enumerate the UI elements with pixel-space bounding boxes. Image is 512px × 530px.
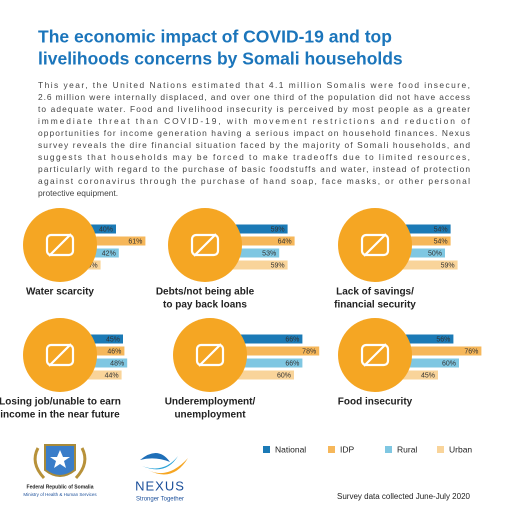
panel-title: Underemployment/ <box>165 397 256 408</box>
value-label: 40% <box>99 226 113 233</box>
intro-line: protective equipment. <box>38 188 118 198</box>
icon-shape <box>45 343 75 367</box>
bar <box>375 370 438 380</box>
value-label: 61% <box>128 238 142 245</box>
bar <box>375 260 458 270</box>
legend-label: Urban <box>449 444 472 454</box>
legend-label: Rural <box>397 444 417 454</box>
intro-line: survey reveals the dire financial situat… <box>38 140 470 150</box>
value-label: 59% <box>271 262 285 269</box>
panel-title: Food insecurity <box>338 397 413 408</box>
survey-note: Survey data collected June-July 2020 <box>337 492 471 501</box>
icon-shape <box>48 233 72 257</box>
value-label: 29% <box>84 262 98 269</box>
value-label: 60% <box>442 360 456 367</box>
icon-shape <box>363 343 387 367</box>
intro-line: 2.6 million were internally displaced, a… <box>38 92 470 102</box>
nexus-logo <box>140 452 188 475</box>
panel-title: income in the near future <box>0 410 120 421</box>
legend-label: IDP <box>340 444 355 454</box>
intro-line: This year, the United Nations estimated … <box>38 80 470 90</box>
value-label: 44% <box>105 372 119 379</box>
panel-title: financial security <box>334 300 416 311</box>
value-label: 53% <box>262 250 276 257</box>
icon-shape <box>360 343 390 367</box>
bar <box>375 236 451 246</box>
value-label: 48% <box>110 360 124 367</box>
value-label: 45% <box>421 372 435 379</box>
legend-swatch <box>328 446 335 453</box>
panel-title: Losing job/unable to earn <box>0 397 121 408</box>
icon-shape <box>190 233 220 257</box>
intro-line: opportunities for income generation havi… <box>38 128 470 138</box>
icon-shape <box>45 233 75 257</box>
intro-line: to adequate water. Food and livelihood i… <box>38 104 470 114</box>
intro-line: immediate threat than COVID-19, with mov… <box>38 116 471 126</box>
value-label: 60% <box>277 372 291 379</box>
bar <box>375 358 459 368</box>
ministry-text: Ministry of Health & Human Services <box>23 492 97 497</box>
icon-shape <box>363 233 387 257</box>
legend-swatch <box>385 446 392 453</box>
icon-shape <box>195 343 225 367</box>
value-label: 42% <box>102 250 116 257</box>
value-label: 59% <box>271 226 285 233</box>
legend-swatch <box>263 446 270 453</box>
panel-title: Lack of savings/ <box>336 287 414 298</box>
value-label: 46% <box>107 348 121 355</box>
icon <box>360 233 390 257</box>
bar <box>210 358 303 368</box>
panel-title: Water scarcity <box>26 287 94 298</box>
tagline: Stronger Together <box>136 497 184 503</box>
value-label: 50% <box>428 250 442 257</box>
icon-shape <box>360 233 390 257</box>
intro-line: against coronavirus through the purchase… <box>38 176 470 186</box>
icon <box>360 343 390 367</box>
bar <box>375 334 454 344</box>
value-label: 64% <box>278 238 292 245</box>
bar <box>205 248 280 258</box>
icon <box>45 233 75 257</box>
intro-line: particularly with regard to the purchase… <box>38 164 470 174</box>
value-label: 76% <box>464 348 478 355</box>
value-label: 78% <box>302 348 316 355</box>
bar <box>210 370 294 380</box>
bar <box>375 224 451 234</box>
icon <box>195 343 225 367</box>
value-label: 66% <box>285 336 299 343</box>
legend-swatch <box>437 446 444 453</box>
icon <box>45 343 75 367</box>
legend-label: National <box>275 444 306 454</box>
bar <box>60 236 146 246</box>
bar <box>205 224 288 234</box>
value-label: 54% <box>434 238 448 245</box>
panel-title: to pay back loans <box>163 300 247 311</box>
panel-title: Debts/not being able <box>156 287 255 298</box>
ministry-text: Federal Republic of Somalia <box>27 484 94 490</box>
title-line: The economic impact of COVID-19 and top <box>38 27 392 47</box>
value-label: 45% <box>106 336 120 343</box>
brand: NEXUS <box>135 478 185 493</box>
value-label: 66% <box>285 360 299 367</box>
bar <box>205 260 288 270</box>
icon-shape <box>48 343 72 367</box>
icon <box>190 233 220 257</box>
bar <box>210 334 303 344</box>
panel-title: unemployment <box>174 410 246 421</box>
title-line: livelihoods concerns by Somali household… <box>38 49 403 69</box>
intro-line: suggests that households may be forced t… <box>38 152 470 162</box>
value-label: 59% <box>441 262 455 269</box>
bar <box>205 236 295 246</box>
value-label: 56% <box>436 336 450 343</box>
emblem <box>33 444 87 480</box>
icon-shape <box>198 343 222 367</box>
bar <box>210 346 320 356</box>
icon-shape <box>193 233 217 257</box>
value-label: 54% <box>434 226 448 233</box>
bar <box>375 346 482 356</box>
